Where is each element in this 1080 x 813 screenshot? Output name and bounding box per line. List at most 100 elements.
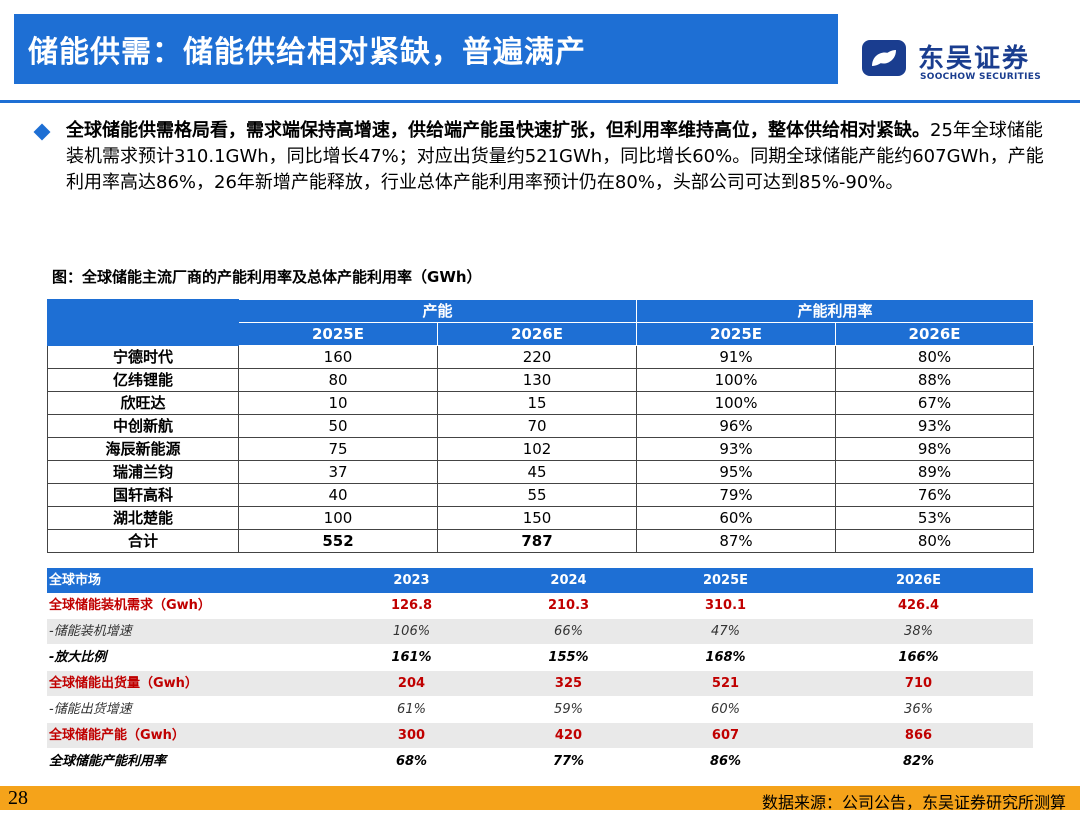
table-row: 欣旺达 10 15 100% 67% — [47, 391, 1035, 415]
capacity-2025: 10 — [238, 391, 438, 415]
capacity-2025: 50 — [238, 414, 438, 438]
capacity-2026: 70 — [436, 414, 638, 438]
table-row: 海辰新能源 75 102 93% 98% — [47, 437, 1035, 461]
company-name: 宁德时代 — [47, 345, 239, 369]
company-name: 欣旺达 — [47, 391, 239, 415]
util-2025: 79% — [636, 483, 837, 507]
capacity-2026: 150 — [436, 506, 638, 530]
cell: 204 — [333, 670, 490, 697]
cell: 61% — [333, 696, 490, 723]
table1-subheader: 2026E — [436, 322, 638, 346]
util-2025: 87% — [636, 529, 837, 553]
page-number: 28 — [8, 787, 28, 809]
cell: 59% — [490, 696, 647, 723]
util-2025: 96% — [636, 414, 837, 438]
row-label: -放大比例 — [47, 644, 333, 671]
title-rule — [0, 100, 1080, 103]
util-2025: 100% — [636, 391, 837, 415]
bullet-body-text: 25年全球储能装机需求预计310.1GWh，同比增长47%；对应出货量约521G… — [66, 120, 1044, 193]
logo-text-cn: 东吴证券 — [918, 44, 1031, 74]
capacity-2025: 552 — [238, 529, 438, 553]
table-row: 全球储能产能利用率 68% 77% 86% 82% — [47, 748, 1033, 775]
util-2026: 53% — [835, 506, 1035, 530]
cell: 77% — [490, 748, 647, 775]
cell: 82% — [804, 748, 1033, 775]
row-label: -储能装机增速 — [47, 618, 333, 645]
table-row: -放大比例 161% 155% 168% 166% — [47, 644, 1033, 671]
capacity-2026: 130 — [436, 368, 638, 392]
table-row: 国轩高科 40 55 79% 76% — [47, 483, 1035, 507]
company-name: 湖北楚能 — [47, 506, 239, 530]
company-name: 国轩高科 — [47, 483, 239, 507]
bullet-bold-text: 全球储能供需格局看，需求端保持高增速，供给端产能虽快速扩张，但利用率维持高位，整… — [66, 120, 930, 141]
table-row: 全球储能出货量（Gwh） 204 325 521 710 — [47, 670, 1033, 697]
util-2025: 100% — [636, 368, 837, 392]
row-label: 全球储能装机需求（Gwh） — [47, 593, 333, 619]
table2-header: 2023 — [333, 568, 490, 593]
cell: 66% — [490, 618, 647, 645]
util-2026: 88% — [835, 368, 1035, 392]
table2-header: 2024 — [490, 568, 647, 593]
table-row: 全球储能装机需求（Gwh） 126.8 210.3 310.1 426.4 — [47, 593, 1033, 619]
table1-subheader: 2025E — [238, 322, 438, 346]
cell: 60% — [647, 696, 804, 723]
company-name: 亿纬锂能 — [47, 368, 239, 392]
capacity-2025: 40 — [238, 483, 438, 507]
cell: 126.8 — [333, 593, 490, 619]
global-market-table: 全球市场 2023 2024 2025E 2026E 全球储能装机需求（Gwh）… — [47, 568, 1033, 775]
table1-subheader: 2026E — [835, 322, 1035, 346]
company-name: 瑞浦兰钧 — [47, 460, 239, 484]
row-label: -储能出货增速 — [47, 696, 333, 723]
util-2026: 80% — [835, 345, 1035, 369]
table2-header: 全球市场 — [47, 568, 333, 593]
capacity-2025: 100 — [238, 506, 438, 530]
table-row: -储能装机增速 106% 66% 47% 38% — [47, 618, 1033, 645]
capacity-2025: 37 — [238, 460, 438, 484]
cell: 420 — [490, 722, 647, 749]
cell: 155% — [490, 644, 647, 671]
capacity-2025: 80 — [238, 368, 438, 392]
cell: 866 — [804, 722, 1033, 749]
footer-bar — [0, 786, 1080, 810]
cell: 168% — [647, 644, 804, 671]
cell: 161% — [333, 644, 490, 671]
data-source: 数据来源：公司公告，东吴证券研究所测算 — [761, 793, 1066, 812]
cell: 86% — [647, 748, 804, 775]
table-row: 中创新航 50 70 96% 93% — [47, 414, 1035, 438]
company-name: 中创新航 — [47, 414, 239, 438]
cell: 36% — [804, 696, 1033, 723]
util-2026: 89% — [835, 460, 1035, 484]
cell: 47% — [647, 618, 804, 645]
capacity-2026: 45 — [436, 460, 638, 484]
capacity-2026: 15 — [436, 391, 638, 415]
table-row: 湖北楚能 100 150 60% 53% — [47, 506, 1035, 530]
util-2026: 98% — [835, 437, 1035, 461]
summary-bullet: 全球储能供需格局看，需求端保持高增速，供给端产能虽快速扩张，但利用率维持高位，整… — [33, 118, 1046, 196]
util-2025: 95% — [636, 460, 837, 484]
title-bar: 储能供需：储能供给相对紧缺，普遍满产 — [14, 14, 838, 84]
capacity-2026: 787 — [436, 529, 638, 553]
cell: 68% — [333, 748, 490, 775]
table1-subheader: 2025E — [636, 322, 837, 346]
row-label: 全球储能产能利用率 — [47, 748, 333, 775]
cell: 521 — [647, 670, 804, 697]
bullet-text: 全球储能供需格局看，需求端保持高增速，供给端产能虽快速扩张，但利用率维持高位，整… — [36, 118, 1046, 196]
cell: 210.3 — [490, 593, 647, 619]
util-2026: 67% — [835, 391, 1035, 415]
cell: 710 — [804, 670, 1033, 697]
table-row: 亿纬锂能 80 130 100% 88% — [47, 368, 1035, 392]
capacity-2026: 220 — [436, 345, 638, 369]
capacity-2025: 75 — [238, 437, 438, 461]
row-label: 全球储能出货量（Gwh） — [47, 670, 333, 697]
cell: 607 — [647, 722, 804, 749]
table1-group-capacity: 产能 — [237, 299, 638, 323]
capacity-2026: 55 — [436, 483, 638, 507]
cell: 106% — [333, 618, 490, 645]
cell: 38% — [804, 618, 1033, 645]
cell: 166% — [804, 644, 1033, 671]
table-row: 瑞浦兰钧 37 45 95% 89% — [47, 460, 1035, 484]
table-row: -储能出货增速 61% 59% 60% 36% — [47, 696, 1033, 723]
total-label: 合计 — [47, 529, 239, 553]
capacity-2026: 102 — [436, 437, 638, 461]
table-row: 全球储能产能（Gwh） 300 420 607 866 — [47, 722, 1033, 749]
